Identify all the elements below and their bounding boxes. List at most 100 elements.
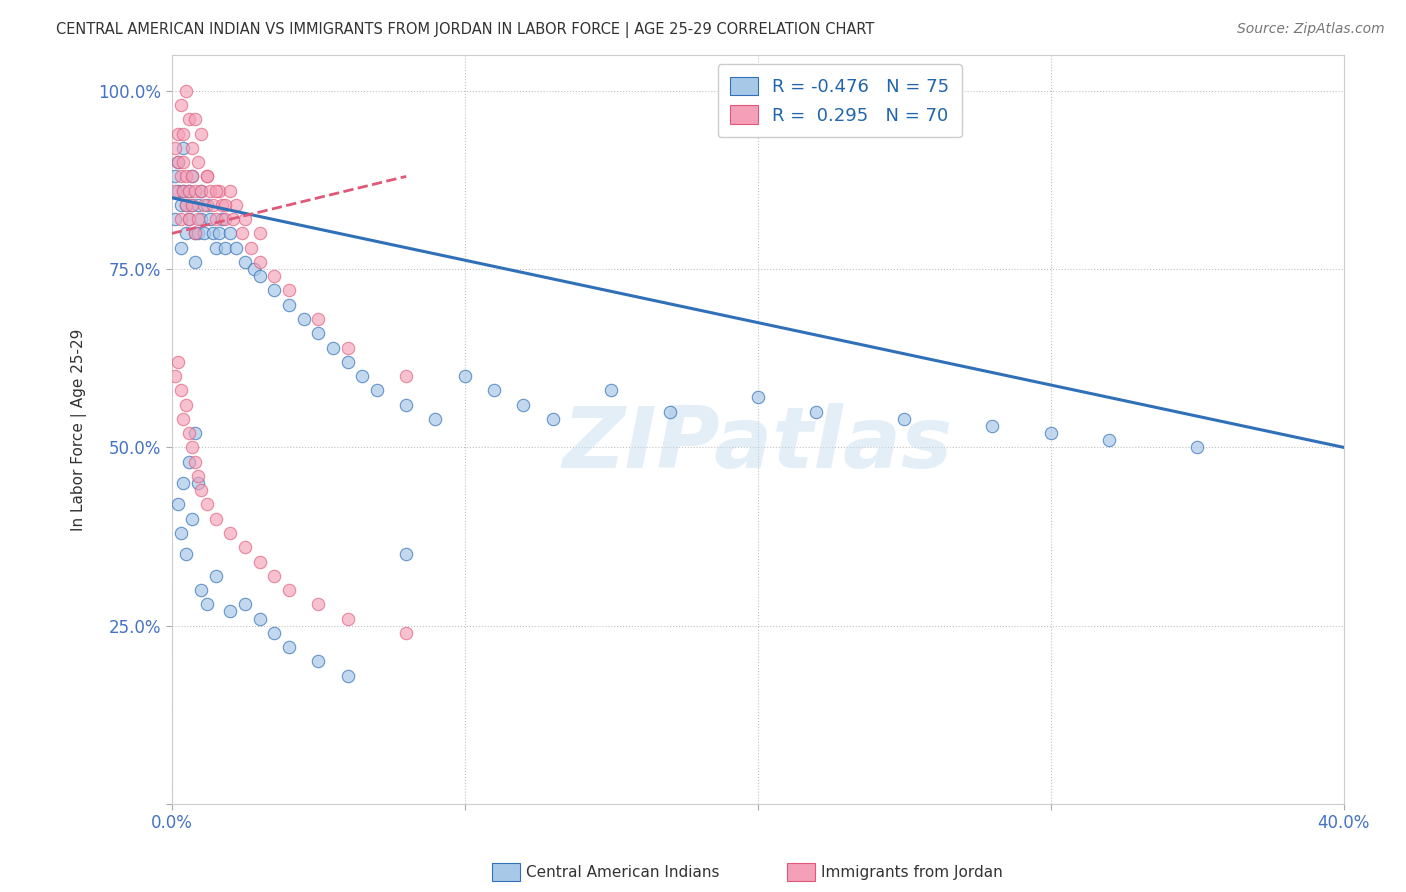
- Point: [214, 198, 236, 212]
- Point: [195, 169, 218, 184]
- Point: [204, 568, 226, 582]
- Point: [512, 398, 534, 412]
- Point: [184, 227, 207, 241]
- Point: [201, 198, 224, 212]
- Point: [184, 455, 207, 469]
- Point: [239, 241, 262, 255]
- Point: [222, 212, 245, 227]
- Point: [187, 155, 209, 169]
- Point: [278, 640, 301, 654]
- Point: [169, 198, 191, 212]
- Point: [187, 227, 209, 241]
- Point: [166, 155, 188, 169]
- Text: Source: ZipAtlas.com: Source: ZipAtlas.com: [1237, 22, 1385, 37]
- Point: [204, 241, 226, 255]
- Point: [190, 212, 212, 227]
- Point: [169, 98, 191, 112]
- Point: [179, 212, 201, 227]
- Point: [263, 269, 285, 284]
- Point: [336, 611, 359, 625]
- Point: [169, 241, 191, 255]
- Point: [219, 227, 242, 241]
- Point: [176, 198, 198, 212]
- Point: [169, 384, 191, 398]
- Point: [176, 547, 198, 561]
- Point: [395, 625, 418, 640]
- Point: [482, 384, 505, 398]
- Point: [249, 255, 271, 269]
- Point: [225, 198, 247, 212]
- Point: [211, 212, 233, 227]
- Point: [214, 241, 236, 255]
- Point: [173, 141, 195, 155]
- Point: [193, 198, 215, 212]
- Point: [208, 227, 231, 241]
- Point: [166, 184, 188, 198]
- Point: [190, 127, 212, 141]
- Text: Immigrants from Jordan: Immigrants from Jordan: [821, 865, 1002, 880]
- Point: [187, 212, 209, 227]
- Point: [233, 540, 256, 554]
- Point: [173, 155, 195, 169]
- Point: [169, 526, 191, 541]
- Point: [198, 212, 221, 227]
- Point: [278, 298, 301, 312]
- Point: [292, 312, 315, 326]
- Point: [366, 384, 388, 398]
- Point: [163, 141, 186, 155]
- Point: [211, 198, 233, 212]
- Point: [219, 604, 242, 618]
- Point: [395, 398, 418, 412]
- Point: [181, 512, 204, 526]
- Point: [198, 184, 221, 198]
- Point: [166, 355, 188, 369]
- Point: [163, 212, 186, 227]
- Point: [249, 269, 271, 284]
- Point: [600, 384, 623, 398]
- Point: [181, 198, 204, 212]
- Point: [187, 469, 209, 483]
- Point: [336, 341, 359, 355]
- Point: [173, 184, 195, 198]
- Point: [893, 412, 915, 426]
- Point: [190, 582, 212, 597]
- Point: [163, 369, 186, 384]
- Point: [541, 412, 564, 426]
- Point: [1187, 441, 1209, 455]
- Point: [201, 227, 224, 241]
- Point: [181, 441, 204, 455]
- Point: [181, 141, 204, 155]
- Point: [179, 112, 201, 127]
- Point: [233, 255, 256, 269]
- Point: [263, 568, 285, 582]
- Point: [166, 127, 188, 141]
- Point: [208, 184, 231, 198]
- Point: [195, 498, 218, 512]
- Y-axis label: In Labor Force | Age 25-29: In Labor Force | Age 25-29: [72, 328, 87, 531]
- Point: [219, 184, 242, 198]
- Point: [395, 369, 418, 384]
- Point: [181, 198, 204, 212]
- Point: [307, 326, 329, 341]
- Point: [425, 412, 447, 426]
- Point: [181, 169, 204, 184]
- Point: [231, 227, 253, 241]
- Point: [243, 262, 266, 277]
- Point: [249, 554, 271, 568]
- Point: [204, 184, 226, 198]
- Point: [336, 668, 359, 682]
- Point: [176, 227, 198, 241]
- Point: [225, 241, 247, 255]
- Point: [176, 169, 198, 184]
- Point: [187, 198, 209, 212]
- Point: [278, 582, 301, 597]
- Point: [263, 625, 285, 640]
- Point: [166, 498, 188, 512]
- Point: [179, 184, 201, 198]
- Point: [184, 255, 207, 269]
- Point: [176, 198, 198, 212]
- Point: [981, 419, 1004, 434]
- Point: [214, 212, 236, 227]
- Point: [336, 355, 359, 369]
- Point: [190, 184, 212, 198]
